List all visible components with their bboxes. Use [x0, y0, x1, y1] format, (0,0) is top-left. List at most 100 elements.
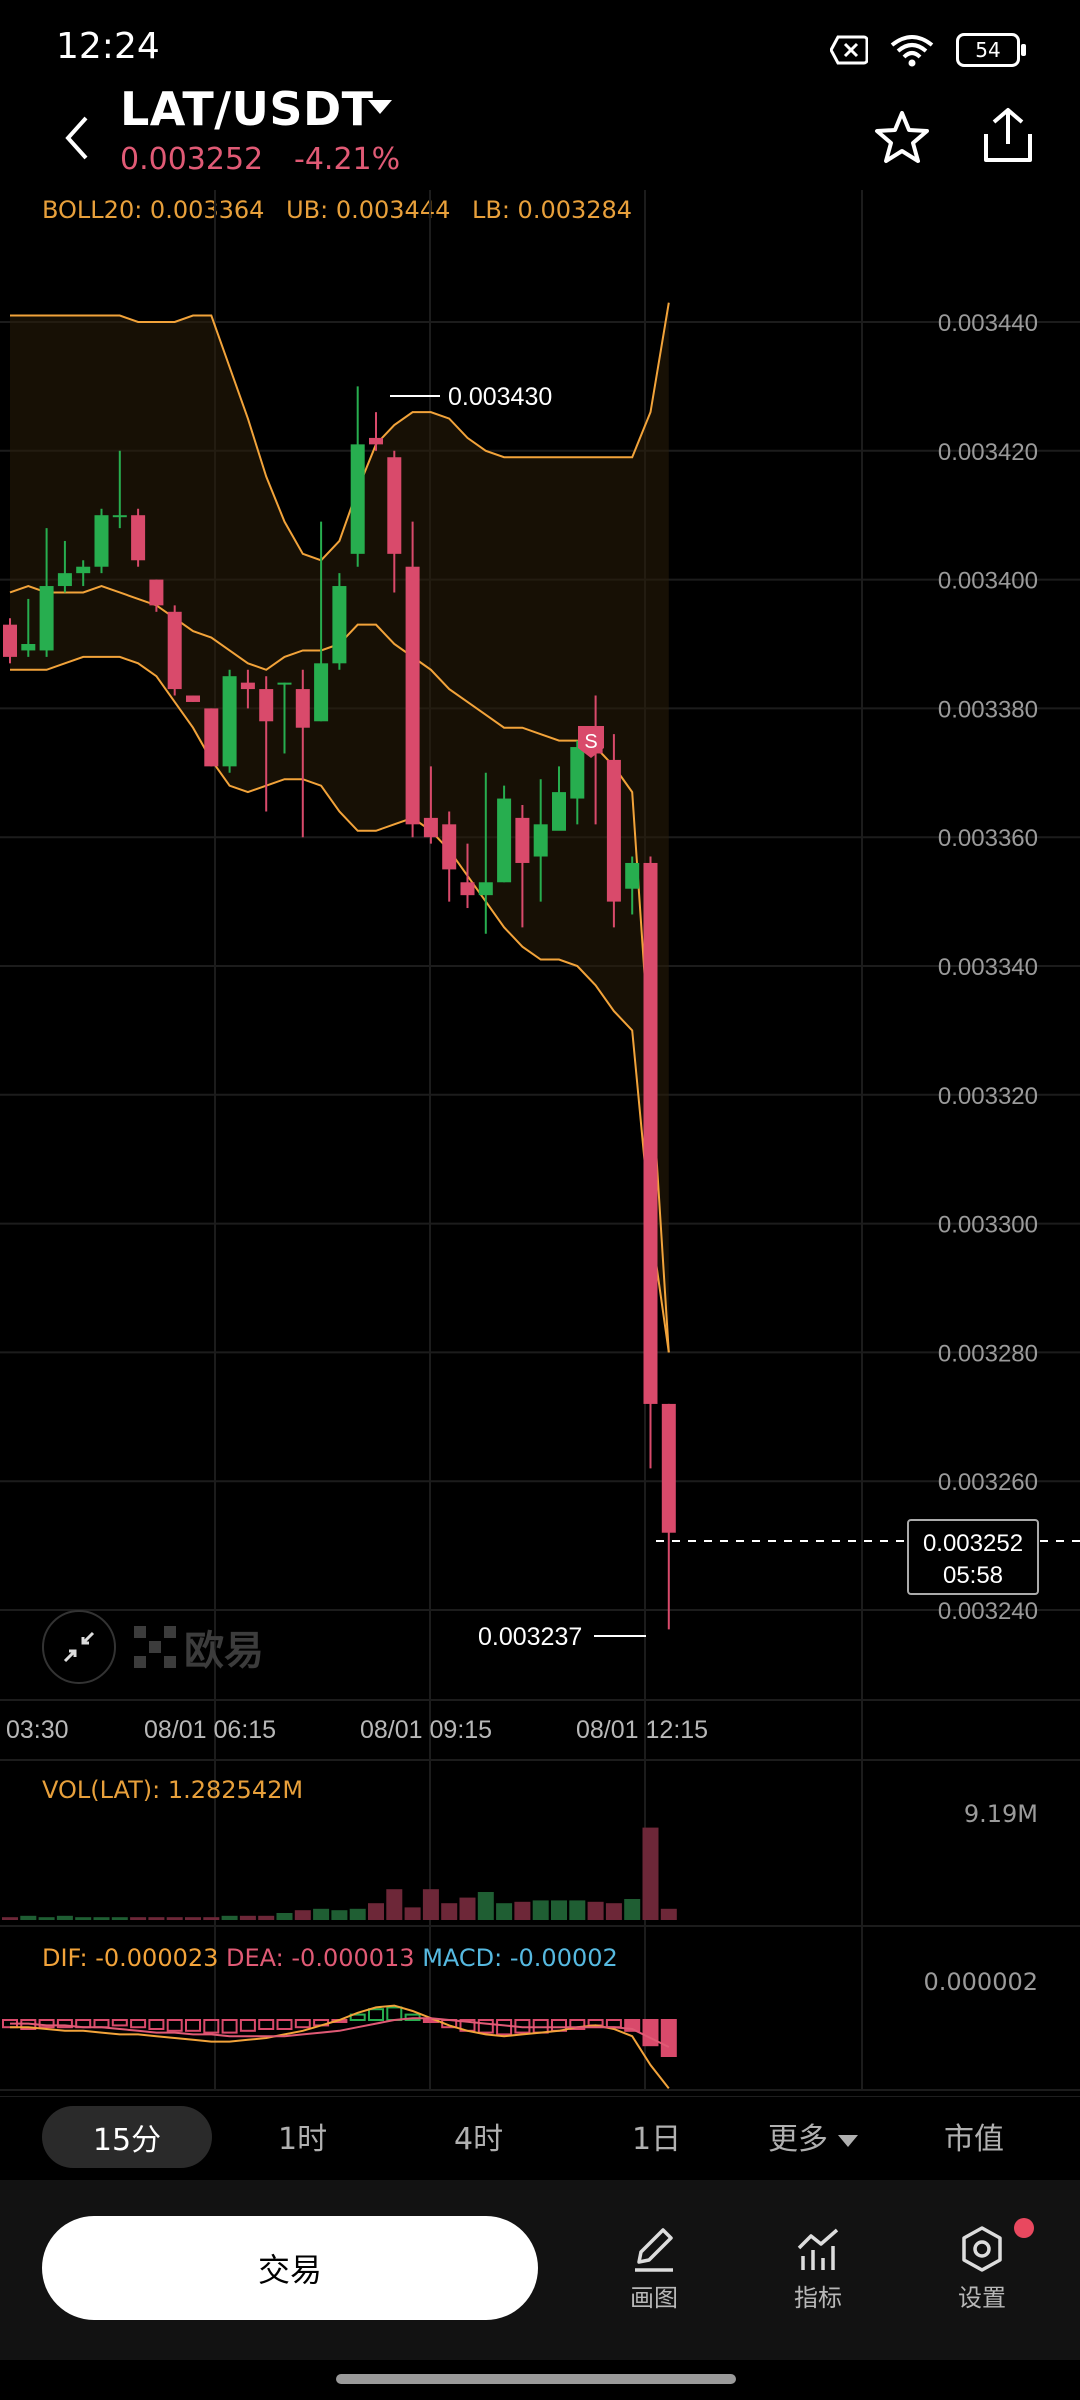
indicator-button[interactable]: 指标: [768, 2224, 868, 2313]
volume-scale: 9.19M: [963, 1800, 1038, 1828]
y-tick-label: 0.003440: [938, 310, 1038, 337]
current-price-label: 0.003252: [923, 1530, 1023, 1557]
macd-bar: [660, 2019, 677, 2057]
candlestick-chart[interactable]: 0.003440 0.003420 0.003400 0.003380 0.003360…: [0, 190, 1080, 2096]
boll-band: [9, 302, 670, 1353]
volume-bar: [294, 1910, 311, 1920]
candle-body: [387, 457, 402, 554]
dea-line: [10, 2017, 670, 2048]
okx-logo-icon: [134, 1626, 176, 1668]
volume-bar: [93, 1917, 110, 1920]
volume-bar: [2, 1917, 18, 1920]
candle-body: [21, 644, 36, 651]
candle-body: [131, 515, 146, 561]
tab-4h[interactable]: 4时: [454, 2122, 504, 2157]
candle-body: [167, 611, 182, 690]
candle-body: [76, 566, 91, 574]
volume-bar: [587, 1901, 604, 1920]
settings-icon: [962, 2226, 1002, 2272]
star-icon: [875, 111, 929, 163]
trade-button[interactable]: 交易: [42, 2216, 538, 2320]
settings-button[interactable]: 设置: [932, 2224, 1032, 2313]
candle-body: [314, 663, 329, 722]
draw-tool-button[interactable]: 画图: [604, 2224, 704, 2313]
y-tick-label: 0.003340: [938, 954, 1038, 981]
volume-bar: [422, 1889, 439, 1920]
macd-bar: [166, 2019, 183, 2032]
sim-off-icon: [830, 35, 868, 65]
tab-15m[interactable]: 15分: [42, 2106, 212, 2168]
chevron-down-icon[interactable]: [368, 100, 392, 114]
tab-1h[interactable]: 1时: [278, 2122, 328, 2157]
candle-body: [405, 566, 420, 825]
draw-tool-label: 画图: [630, 2284, 678, 2312]
macd-value: MACD: -0.00002: [422, 1944, 618, 1972]
share-icon: [984, 108, 1032, 162]
pair-title[interactable]: LAT/USDT: [120, 82, 374, 136]
candle-body: [460, 882, 475, 896]
boll-lower-line: [10, 655, 670, 1353]
last-price: 0.003252: [120, 142, 264, 177]
volume-bar: [605, 1903, 622, 1920]
volume-bar: [313, 1908, 330, 1920]
candle-body: [186, 695, 200, 702]
favorite-button[interactable]: [872, 108, 932, 168]
share-button[interactable]: [976, 104, 1040, 168]
y-tick-label: 0.003260: [938, 1469, 1038, 1496]
volume-bar: [404, 1907, 421, 1920]
home-indicator[interactable]: [336, 2374, 736, 2384]
y-tick-label: 0.003400: [938, 568, 1038, 595]
battery-icon: 54: [956, 33, 1026, 67]
dif-line: [10, 2004, 670, 2090]
back-button[interactable]: [58, 110, 98, 166]
macd-bar: [276, 2019, 293, 2030]
macd-bar: [258, 2019, 275, 2030]
macd-legend: DIF: -0.000023 DEA: -0.000013 MACD: -0.0…: [42, 1944, 618, 1972]
collapse-chart-button[interactable]: [42, 1610, 116, 1684]
volume-bar: [56, 1915, 73, 1920]
y-tick-label: 0.003360: [938, 825, 1038, 852]
macd-bar: [624, 2019, 641, 2032]
macd-bar: [349, 2013, 366, 2021]
timeframe-bar: [0, 2096, 1080, 2179]
tab-1d[interactable]: 1日: [632, 2122, 682, 2157]
volume-bar: [477, 1892, 494, 1920]
macd-bar: [93, 2019, 110, 2029]
volume-bar: [276, 1913, 293, 1920]
macd-bar: [148, 2019, 165, 2030]
macd-scale: 0.000002: [923, 1968, 1038, 1996]
candle-body: [570, 747, 585, 799]
candle-body: [515, 817, 530, 863]
candle-body: [94, 515, 109, 567]
back-icon: [65, 116, 88, 160]
tab-more[interactable]: 更多: [768, 2114, 858, 2158]
change-percent: -4.21%: [294, 142, 401, 177]
y-tick-label: 0.003320: [938, 1083, 1038, 1110]
candle-body: [112, 515, 127, 518]
volume-bars: [2, 1827, 677, 1920]
volume-bar: [331, 1910, 348, 1920]
volume-bar: [441, 1903, 458, 1920]
indicator-icon: [797, 2228, 839, 2270]
volume-bar: [642, 1827, 659, 1920]
volume-bar: [130, 1917, 147, 1920]
candle-body: [606, 759, 621, 902]
macd-bar: [239, 2019, 256, 2032]
tab-market-cap[interactable]: 市值: [944, 2122, 1004, 2157]
pen-icon: [635, 2228, 673, 2272]
volume-bar: [20, 1915, 37, 1920]
macd-bar: [203, 2019, 220, 2034]
y-tick-label: 0.003380: [938, 696, 1038, 723]
y-axis: 0.003440 0.003420 0.003400 0.003380 0.003360…: [938, 310, 1038, 1625]
candle-body: [350, 444, 365, 554]
volume-bar: [111, 1917, 128, 1920]
watermark: 欧易: [134, 1618, 264, 1676]
macd-bar: [56, 2019, 73, 2029]
boll-fill: [10, 302, 669, 1353]
candle-body: [442, 824, 457, 870]
notification-dot: [1014, 2218, 1034, 2238]
volume-bar: [386, 1889, 403, 1920]
candle-body: [3, 624, 17, 657]
volume-bar: [38, 1917, 55, 1920]
volume-bar: [496, 1903, 513, 1920]
